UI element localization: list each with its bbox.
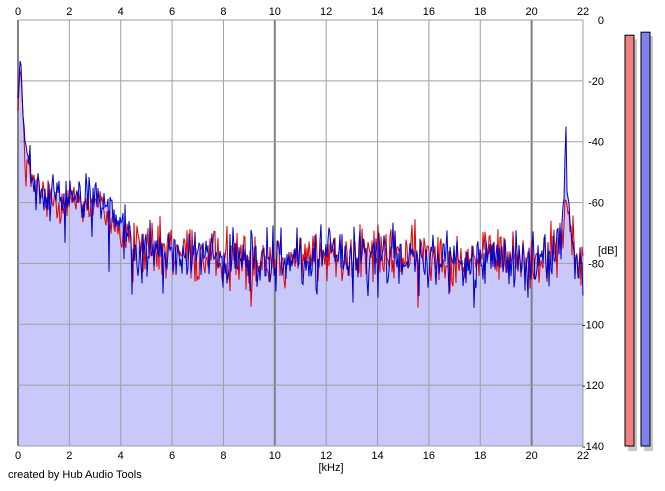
right-level-meter bbox=[640, 31, 651, 447]
x-tick-label-bottom: 2 bbox=[66, 450, 72, 462]
credit-text: created by Hub Audio Tools bbox=[8, 469, 142, 481]
x-tick-label-top: 18 bbox=[474, 6, 486, 18]
left-level-meter bbox=[624, 34, 635, 447]
y-tick-label: -20 bbox=[588, 76, 604, 88]
x-tick-label-bottom: 14 bbox=[371, 450, 383, 462]
y-tick-label: -80 bbox=[588, 258, 604, 270]
x-tick-label-bottom: 4 bbox=[118, 450, 124, 462]
x-tick-label-bottom: 12 bbox=[320, 450, 332, 462]
x-tick-label-top: 16 bbox=[423, 6, 435, 18]
blue-channel-line bbox=[17, 60, 584, 308]
y-tick-label: -100 bbox=[582, 319, 604, 331]
x-tick-label-top: 14 bbox=[371, 6, 383, 18]
spectrum-fill-layer bbox=[18, 61, 583, 446]
x-tick-label-bottom: 18 bbox=[474, 450, 486, 462]
y-tick-label: -60 bbox=[588, 198, 604, 210]
y-tick-label: -40 bbox=[588, 137, 604, 149]
y-tick-label: -140 bbox=[582, 441, 604, 453]
x-tick-label-bottom: 8 bbox=[220, 450, 226, 462]
x-tick-label-bottom: 22 bbox=[577, 450, 589, 462]
x-tick-label-bottom: 20 bbox=[526, 450, 538, 462]
grid-layer bbox=[17, 19, 584, 447]
x-tick-label-top: 8 bbox=[220, 6, 226, 18]
y-axis-label: [dB] bbox=[598, 245, 618, 257]
x-tick-label-top: 10 bbox=[269, 6, 281, 18]
axis-layer: 002244668810101212141416161818202022220-… bbox=[15, 6, 604, 462]
y-tick-label: -120 bbox=[582, 380, 604, 392]
x-tick-label-top: 2 bbox=[66, 6, 72, 18]
x-tick-label-top: 22 bbox=[577, 6, 589, 18]
x-tick-label-bottom: 16 bbox=[423, 450, 435, 462]
x-tick-label-top: 0 bbox=[15, 6, 21, 18]
y-tick-label: 0 bbox=[598, 15, 604, 27]
level-meters bbox=[624, 31, 653, 452]
x-tick-label-top: 4 bbox=[118, 6, 124, 18]
spectrum-area-fill bbox=[18, 61, 583, 446]
x-tick-label-top: 6 bbox=[169, 6, 175, 18]
x-tick-label-top: 12 bbox=[320, 6, 332, 18]
x-tick-label-bottom: 10 bbox=[269, 450, 281, 462]
x-tick-label-bottom: 6 bbox=[169, 450, 175, 462]
x-tick-label-top: 20 bbox=[526, 6, 538, 18]
x-axis-label: [kHz] bbox=[318, 462, 343, 474]
x-tick-label-bottom: 0 bbox=[15, 450, 21, 462]
series-layer bbox=[17, 60, 584, 308]
